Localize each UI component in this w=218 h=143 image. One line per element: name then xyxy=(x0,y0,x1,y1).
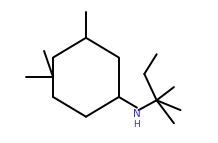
Text: H: H xyxy=(134,120,140,129)
Text: N: N xyxy=(133,109,141,119)
